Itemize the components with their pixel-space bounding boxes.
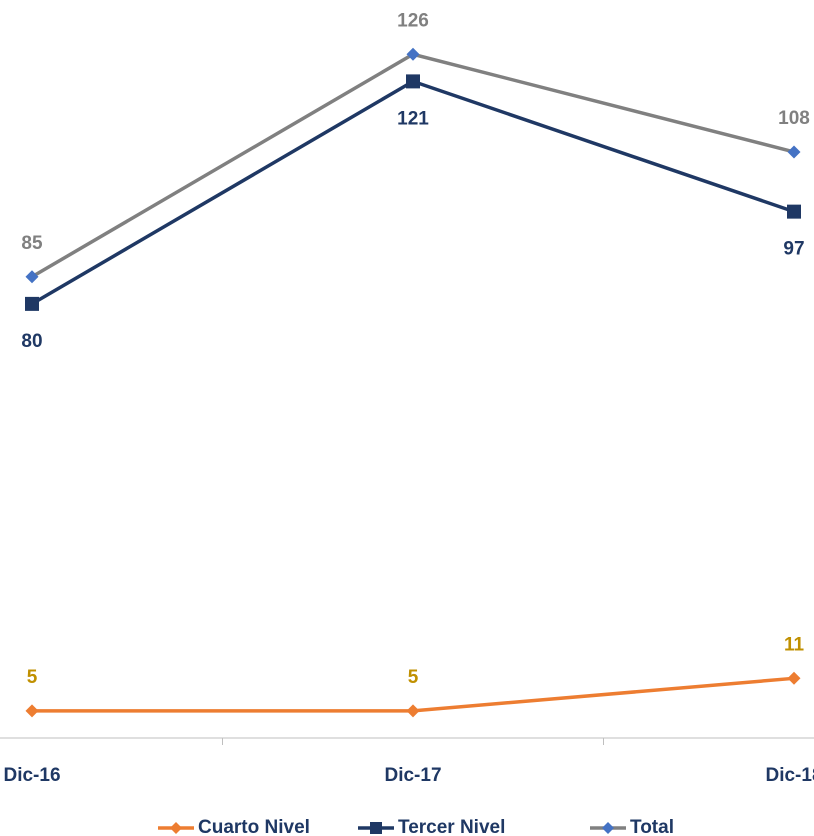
data-label: 85 [21,233,43,254]
legend-label: Cuarto Nivel [198,817,310,836]
data-label: 126 [397,10,429,31]
data-label: 108 [778,108,810,129]
legend-label: Tercer Nivel [398,817,505,836]
marker [787,671,801,685]
marker [25,296,39,311]
marker [406,704,420,718]
x-tick-label: Dic-17 [384,765,441,786]
legend-marker [170,822,182,834]
legend-marker [602,822,614,834]
marker [787,145,801,159]
legend-marker [370,822,382,834]
x-tick-label: Dic-18 [765,765,814,786]
marker [406,47,420,61]
marker [25,704,39,718]
marker [787,204,801,219]
x-tick-label: Dic-16 [3,765,60,786]
marker [25,270,39,284]
data-label: 5 [27,667,38,688]
marker [406,74,420,89]
data-label: 121 [397,108,429,129]
data-label: 11 [784,634,805,655]
data-label: 80 [21,331,42,352]
data-label: 97 [783,239,804,260]
data-label: 5 [408,667,419,688]
legend-label: Total [630,817,674,836]
